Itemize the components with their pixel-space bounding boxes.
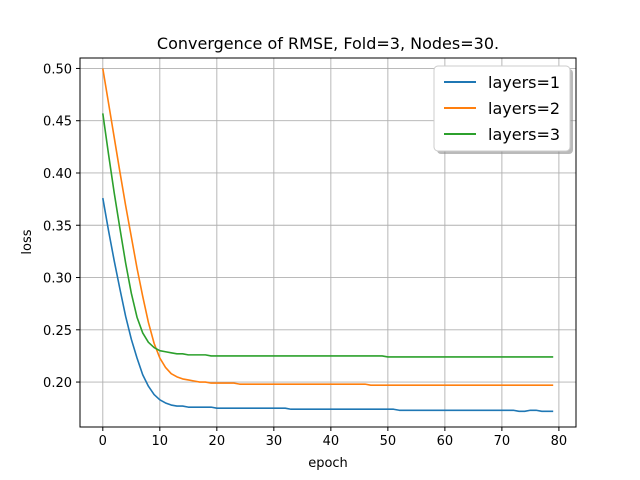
y-axis-ticks: 0.20 0.25 0.30 0.35 0.40 0.45 0.50: [43, 62, 80, 391]
x-tick-label: 10: [152, 434, 169, 449]
x-axis-ticks: 0 10 20 30 40 50 60 70 80: [99, 427, 568, 449]
y-tick-label: 0.25: [43, 324, 72, 339]
legend-entry-label: layers=3: [488, 125, 560, 144]
plot-frame: [79, 57, 577, 428]
legend: layers=1 layers=2 layers=3: [433, 65, 573, 154]
chart-title: Convergence of RMSE, Fold=3, Nodes=30.: [157, 34, 499, 53]
y-tick-label: 0.20: [43, 376, 72, 391]
y-tick-label: 0.30: [43, 272, 72, 287]
legend-entry-label: layers=2: [488, 99, 560, 118]
x-tick-label: 80: [551, 434, 568, 449]
x-tick-label: 20: [209, 434, 226, 449]
series-line-3: [102, 113, 554, 358]
series-line-2: [102, 68, 554, 386]
x-tick-label: 60: [437, 434, 454, 449]
x-tick-label: 0: [99, 434, 107, 449]
y-tick-label: 0.45: [43, 115, 72, 130]
x-tick-label: 40: [323, 434, 340, 449]
x-tick-label: 30: [266, 434, 283, 449]
legend-entry-label: layers=1: [488, 73, 560, 92]
x-tick-label: 70: [494, 434, 511, 449]
series-line-1: [102, 197, 554, 413]
legend-box: [433, 65, 571, 152]
x-tick-label: 50: [380, 434, 397, 449]
y-tick-label: 0.35: [43, 219, 72, 234]
y-tick-label: 0.50: [43, 62, 72, 77]
series-lines: [102, 68, 554, 413]
y-tick-label: 0.40: [43, 167, 72, 182]
x-axis-label: epoch: [308, 456, 348, 471]
y-axis-label: loss: [20, 229, 35, 254]
